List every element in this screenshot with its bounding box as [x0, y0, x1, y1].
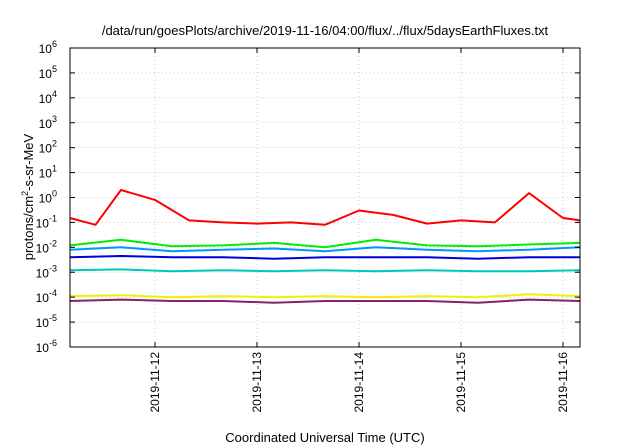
y-tick-base: 10 — [36, 316, 50, 330]
chart-title: /data/run/goesPlots/archive/2019-11-16/0… — [102, 23, 549, 38]
y-tick-exponent: -3 — [49, 263, 57, 273]
y-tick-exponent: 6 — [52, 39, 57, 49]
x-tick-label: 2019-11-13 — [250, 352, 264, 413]
y-tick-exponent: 1 — [52, 164, 57, 174]
y-tick-base: 10 — [36, 341, 50, 355]
y-axis-label: protons/cm2-s-sr-MeV — [20, 133, 36, 260]
y-tick-base: 10 — [36, 216, 50, 230]
y-tick-label: 100 — [39, 189, 57, 206]
y-tick-base: 10 — [36, 291, 50, 305]
x-tick-label: 2019-11-16 — [556, 352, 570, 413]
y-tick-exponent: -2 — [49, 238, 57, 248]
y-tick-base: 10 — [36, 266, 50, 280]
y-tick-exponent: -4 — [49, 288, 57, 298]
y-tick-exponent: 2 — [52, 139, 57, 149]
y-tick-label: 10-4 — [36, 288, 57, 305]
y-tick-base: 10 — [39, 142, 53, 156]
y-tick-base: 10 — [39, 67, 53, 81]
y-tick-exponent: -5 — [49, 313, 57, 323]
y-tick-label: 10-2 — [36, 238, 57, 255]
y-tick-base: 10 — [39, 92, 53, 106]
y-tick-exponent: -1 — [49, 213, 57, 223]
y-tick-exponent: 4 — [52, 89, 57, 99]
series-line-2 — [69, 238, 581, 249]
series-line-1 — [69, 189, 581, 226]
y-tick-exponent: 0 — [52, 189, 57, 199]
y-tick-label: 101 — [39, 164, 57, 181]
series-lines — [69, 189, 581, 304]
y-tick-exponent: 3 — [52, 114, 57, 124]
series-line-4 — [69, 255, 580, 260]
y-tick-exponent: -6 — [49, 338, 57, 348]
y-axis-label-unit: protons/cm — [21, 196, 36, 260]
y-tick-base: 10 — [39, 167, 53, 181]
series-line-6 — [69, 293, 581, 299]
y-tick-label: 10-3 — [36, 263, 57, 280]
y-tick-base: 10 — [39, 42, 53, 56]
x-tick-label: 2019-11-12 — [148, 352, 162, 413]
y-axis-ticks: 10-610-510-410-310-210-11001011021031041… — [36, 39, 580, 355]
y-tick-base: 10 — [39, 192, 53, 206]
y-tick-label: 10-1 — [36, 213, 57, 230]
y-tick-base: 10 — [39, 117, 53, 131]
x-axis-label: Coordinated Universal Time (UTC) — [225, 430, 424, 445]
series-line-7 — [69, 298, 581, 304]
y-tick-exponent: 5 — [52, 64, 57, 74]
y-axis-label-rest: -s-sr-MeV — [21, 133, 36, 190]
y-tick-label: 10-5 — [36, 313, 57, 330]
y-tick-label: 10-6 — [36, 338, 57, 355]
y-axis-label-exponent: 2 — [20, 191, 30, 196]
y-tick-label: 104 — [39, 89, 57, 106]
x-tick-label: 2019-11-15 — [454, 352, 468, 413]
y-tick-label: 106 — [39, 39, 57, 56]
x-axis-ticks: 2019-11-12 2019-11-13 2019-11-14 2019-11-15… — [148, 48, 570, 413]
y-tick-base: 10 — [36, 241, 50, 255]
series-line-3 — [69, 246, 581, 253]
y-tick-label: 103 — [39, 114, 57, 131]
y-tick-label: 102 — [39, 139, 57, 156]
y-tick-label: 105 — [39, 64, 57, 81]
x-tick-label: 2019-11-14 — [352, 352, 366, 413]
series-line-5 — [69, 268, 581, 273]
